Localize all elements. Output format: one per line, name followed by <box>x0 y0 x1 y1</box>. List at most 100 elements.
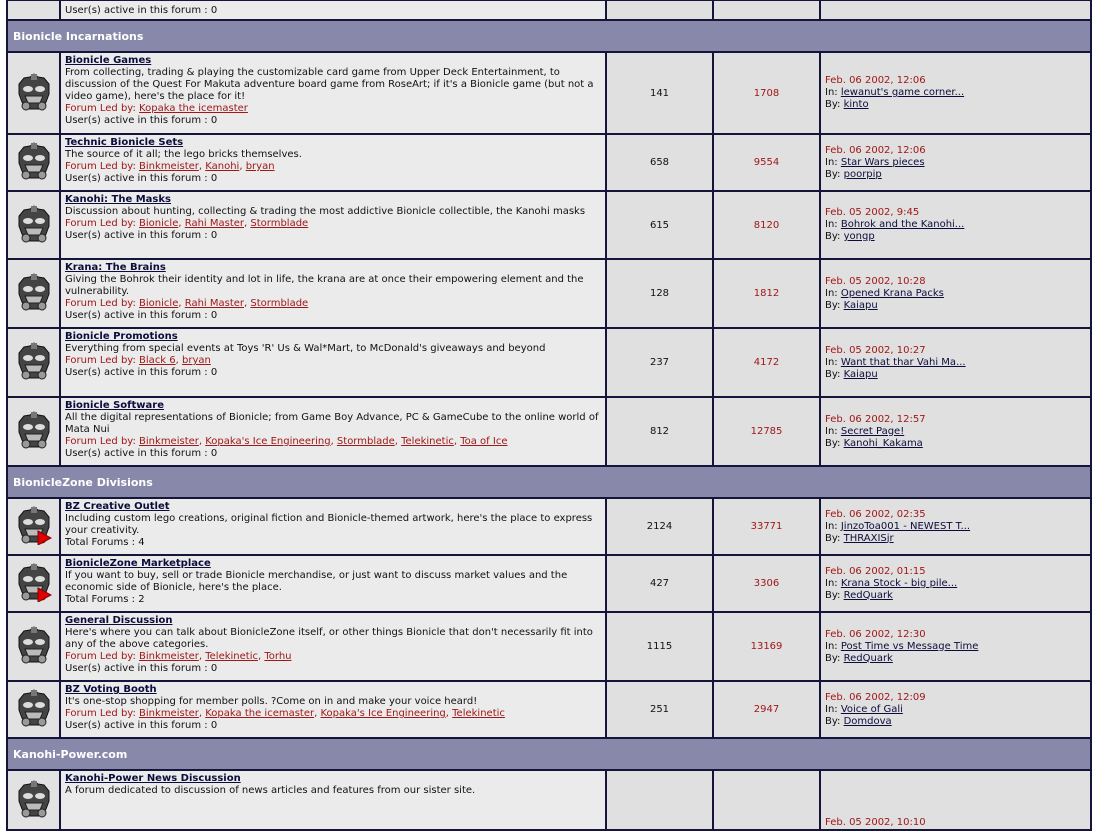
moderator-link[interactable]: Binkmeister <box>139 161 199 172</box>
category-row: Bionicle Incarnations <box>6 19 1092 53</box>
last-post: Feb. 06 2002, 12:06 In: lewanut's game co… <box>819 51 1092 135</box>
category-title[interactable]: Kanohi-Power.com <box>6 737 1092 771</box>
mask-icon <box>16 779 52 822</box>
last-poster-link[interactable]: THRAXISjr <box>843 532 894 544</box>
last-topic-link[interactable]: Want that thar Vahi Ma... <box>840 356 966 368</box>
moderator-link[interactable]: Toa of Ice <box>460 436 508 447</box>
in-label: In: <box>825 287 841 299</box>
posts-count: 3306 <box>712 554 821 613</box>
active-users-count: 0 <box>210 173 218 184</box>
moderator-link[interactable]: Stormblade <box>250 218 309 229</box>
last-topic-link[interactable]: Krana Stock - big pile... <box>840 577 958 589</box>
forum-description: Here's where you can talk about Bionicle… <box>65 627 593 650</box>
forum-description: It's one-stop shopping for member polls.… <box>65 696 478 707</box>
moderator-link[interactable]: Stormblade <box>336 436 395 447</box>
moderator-link[interactable]: Kopaka the icemaster <box>139 103 248 114</box>
posts-count: 2947 <box>712 680 821 739</box>
forum-table: User(s) active in this forum : 0 Bionicl… <box>6 0 1092 831</box>
last-post-date: Feb. 05 2002, 10:10 <box>825 817 926 828</box>
moderator-link[interactable]: Kanohi <box>205 161 240 172</box>
category-row: Kanohi-Power.com <box>6 737 1092 771</box>
last-post-date: Feb. 05 2002, 10:28 <box>825 275 926 287</box>
moderator-link[interactable]: Torhu <box>264 651 292 662</box>
last-topic-link[interactable]: Star Wars pieces <box>840 156 925 168</box>
forum-title-link[interactable]: General Discussion <box>65 615 173 626</box>
forum-title-link[interactable]: Kanohi: The Masks <box>65 194 171 205</box>
last-topic-link[interactable]: JinzoToa001 - NEWEST T... <box>840 520 971 532</box>
moderator-link[interactable]: Binkmeister <box>139 436 199 447</box>
moderator-link[interactable]: Bionicle <box>139 218 179 229</box>
last-poster-link[interactable]: Domdova <box>843 715 892 727</box>
moderator-link[interactable]: Kopaka the icemaster <box>205 708 315 719</box>
forum-description: Including custom lego creations, origina… <box>65 513 593 536</box>
posts-count: 13169 <box>712 611 821 682</box>
by-label: By: <box>825 368 844 380</box>
last-post-date: Feb. 05 2002, 10:27 <box>825 344 926 356</box>
last-poster-link[interactable]: kinto <box>843 99 869 110</box>
moderator-link[interactable]: Kopaka's Ice Engineering <box>320 708 446 719</box>
forum-description: Giving the Bohrok their identity and lot… <box>65 274 584 297</box>
last-topic-link[interactable]: Opened Krana Packs <box>840 287 944 299</box>
last-post: Feb. 05 2002, 9:45 In: Bohrok and the Kan… <box>819 190 1092 260</box>
forum-led-by-label: Forum Led by: <box>65 103 140 114</box>
active-users-count: 0 <box>210 5 218 16</box>
forum-description: From collecting, trading & playing the c… <box>65 67 594 102</box>
moderator-link[interactable]: Bionicle <box>139 298 179 309</box>
forum-title-link[interactable]: Krana: The Brains <box>65 262 166 273</box>
topics-count: 1115 <box>605 611 714 682</box>
last-poster-link[interactable]: Kaiapu <box>843 368 878 380</box>
active-users-count: 0 <box>210 115 218 126</box>
moderator-link[interactable]: Kopaka's Ice Engineering <box>205 436 331 447</box>
moderator-link[interactable]: Telekinetic <box>401 436 454 447</box>
last-poster-link[interactable]: Kanohi_Kakama <box>843 437 923 449</box>
forum-row: General Discussion Here's where you can t… <box>6 611 1092 682</box>
last-post: Feb. 06 2002, 12:06 In: Star Wars pieces B… <box>819 133 1092 192</box>
forum-index: User(s) active in this forum : 0 Bionicl… <box>6 0 1092 831</box>
separator: , <box>394 436 402 447</box>
forum-row: Krana: The Brains Giving the Bohrok their… <box>6 258 1092 329</box>
forum-title-link[interactable]: BZ Voting Booth <box>65 684 157 695</box>
last-topic-link[interactable]: Secret Page! <box>840 425 905 437</box>
last-topic-link[interactable]: Post Time vs Message Time <box>840 640 979 652</box>
active-users-label: User(s) active in this forum : <box>65 720 211 731</box>
moderator-link[interactable]: bryan <box>245 161 275 172</box>
forum-title-link[interactable]: Bionicle Games <box>65 55 152 66</box>
category-title[interactable]: Bionicle Incarnations <box>6 19 1092 53</box>
last-poster-link[interactable]: poorpip <box>843 168 882 180</box>
forum-title-link[interactable]: Technic Bionicle Sets <box>65 137 184 148</box>
moderator-link[interactable]: Stormblade <box>250 298 309 309</box>
topics-count: 615 <box>605 190 714 260</box>
by-label: By: <box>825 589 844 601</box>
last-post: Feb. 05 2002, 10:28 In: Opened Krana Pack… <box>819 258 1092 329</box>
moderator-link[interactable]: bryan <box>182 355 211 366</box>
topics-count: 812 <box>605 396 714 467</box>
posts-count: 4172 <box>712 327 821 398</box>
separator: , <box>178 218 185 229</box>
moderator-link[interactable]: Binkmeister <box>139 651 199 662</box>
moderator-link[interactable]: Telekinetic <box>205 651 258 662</box>
forum-title-link[interactable]: BZ Creative Outlet <box>65 501 170 512</box>
last-topic-link[interactable]: lewanut's game corner... <box>840 87 965 98</box>
category-title[interactable]: BionicleZone Divisions <box>6 465 1092 499</box>
forum-title-link[interactable]: Bionicle Promotions <box>65 331 178 342</box>
separator: , <box>258 651 265 662</box>
last-topic-link[interactable]: Bohrok and the Kanohi... <box>840 219 965 230</box>
moderator-link[interactable]: Rahi Master <box>184 218 245 229</box>
last-topic-link[interactable]: Voice of Gali <box>840 703 903 715</box>
forum-title-link[interactable]: Bionicle Software <box>65 400 164 411</box>
in-label: In: <box>825 425 841 437</box>
forum-title-link[interactable]: BionicleZone Marketplace <box>65 558 211 569</box>
last-poster-link[interactable]: RedQuark <box>843 589 893 601</box>
total-forums-count: 4 <box>138 537 145 548</box>
separator: , <box>330 436 337 447</box>
last-poster-link[interactable]: yongp <box>843 231 875 242</box>
forum-title-link[interactable]: Kanohi-Power News Discussion <box>65 773 241 784</box>
last-poster-link[interactable]: Kaiapu <box>843 299 878 311</box>
moderator-link[interactable]: Rahi Master <box>184 298 245 309</box>
moderator-link[interactable]: Binkmeister <box>139 708 199 719</box>
last-poster-link[interactable]: RedQuark <box>843 652 893 664</box>
forum-description: If you want to buy, sell or trade Bionic… <box>65 570 568 593</box>
forum-description: Discussion about hunting, collecting & t… <box>65 206 586 217</box>
moderator-link[interactable]: Black 6 <box>139 355 176 366</box>
moderator-link[interactable]: Telekinetic <box>452 708 505 719</box>
